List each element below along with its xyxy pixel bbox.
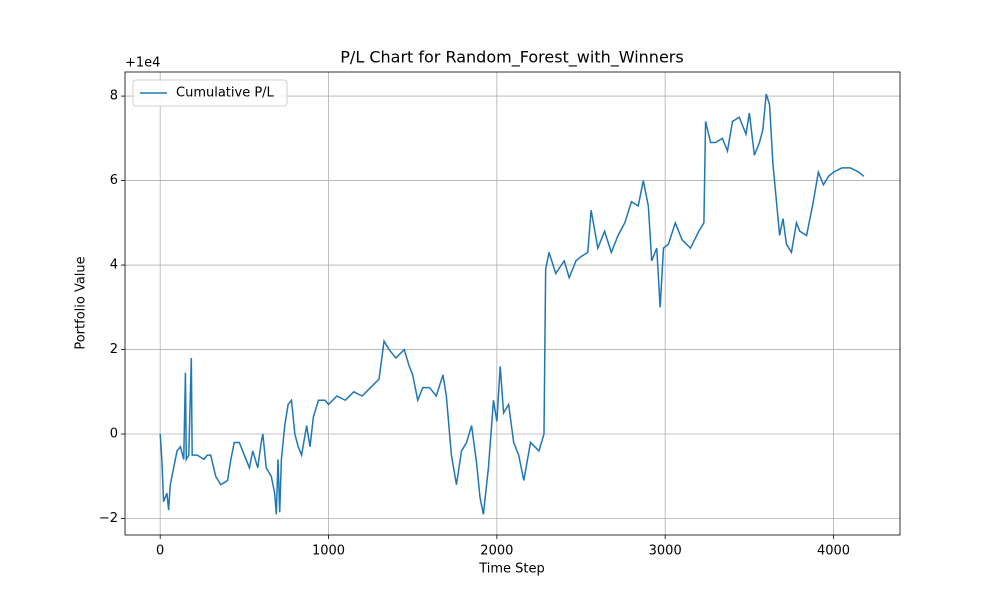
x-axis-label: Time Step	[478, 562, 545, 577]
x-tick-label: 1000	[312, 544, 345, 559]
chart-title: P/L Chart for Random_Forest_with_Winners	[340, 48, 683, 68]
y-tick-label: −2	[99, 511, 118, 526]
x-tick-label: 0	[156, 544, 164, 559]
plot-frame	[124, 71, 901, 536]
x-tick-label: 3000	[649, 544, 682, 559]
legend-label: Cumulative P/L	[176, 86, 275, 101]
y-tick-label: 2	[110, 342, 118, 357]
y-tick-label: 6	[110, 173, 118, 188]
y-tick-label: 4	[110, 258, 118, 273]
y-offset-text: +1e4	[125, 56, 160, 71]
y-tick-label: 8	[110, 89, 118, 104]
data-line	[159, 93, 865, 515]
x-tick-label: 4000	[817, 544, 850, 559]
x-tick-label: 2000	[480, 544, 513, 559]
legend-box	[132, 79, 288, 107]
y-axis-label: Portfolio Value	[74, 256, 89, 349]
y-tick-label: 0	[110, 427, 118, 442]
